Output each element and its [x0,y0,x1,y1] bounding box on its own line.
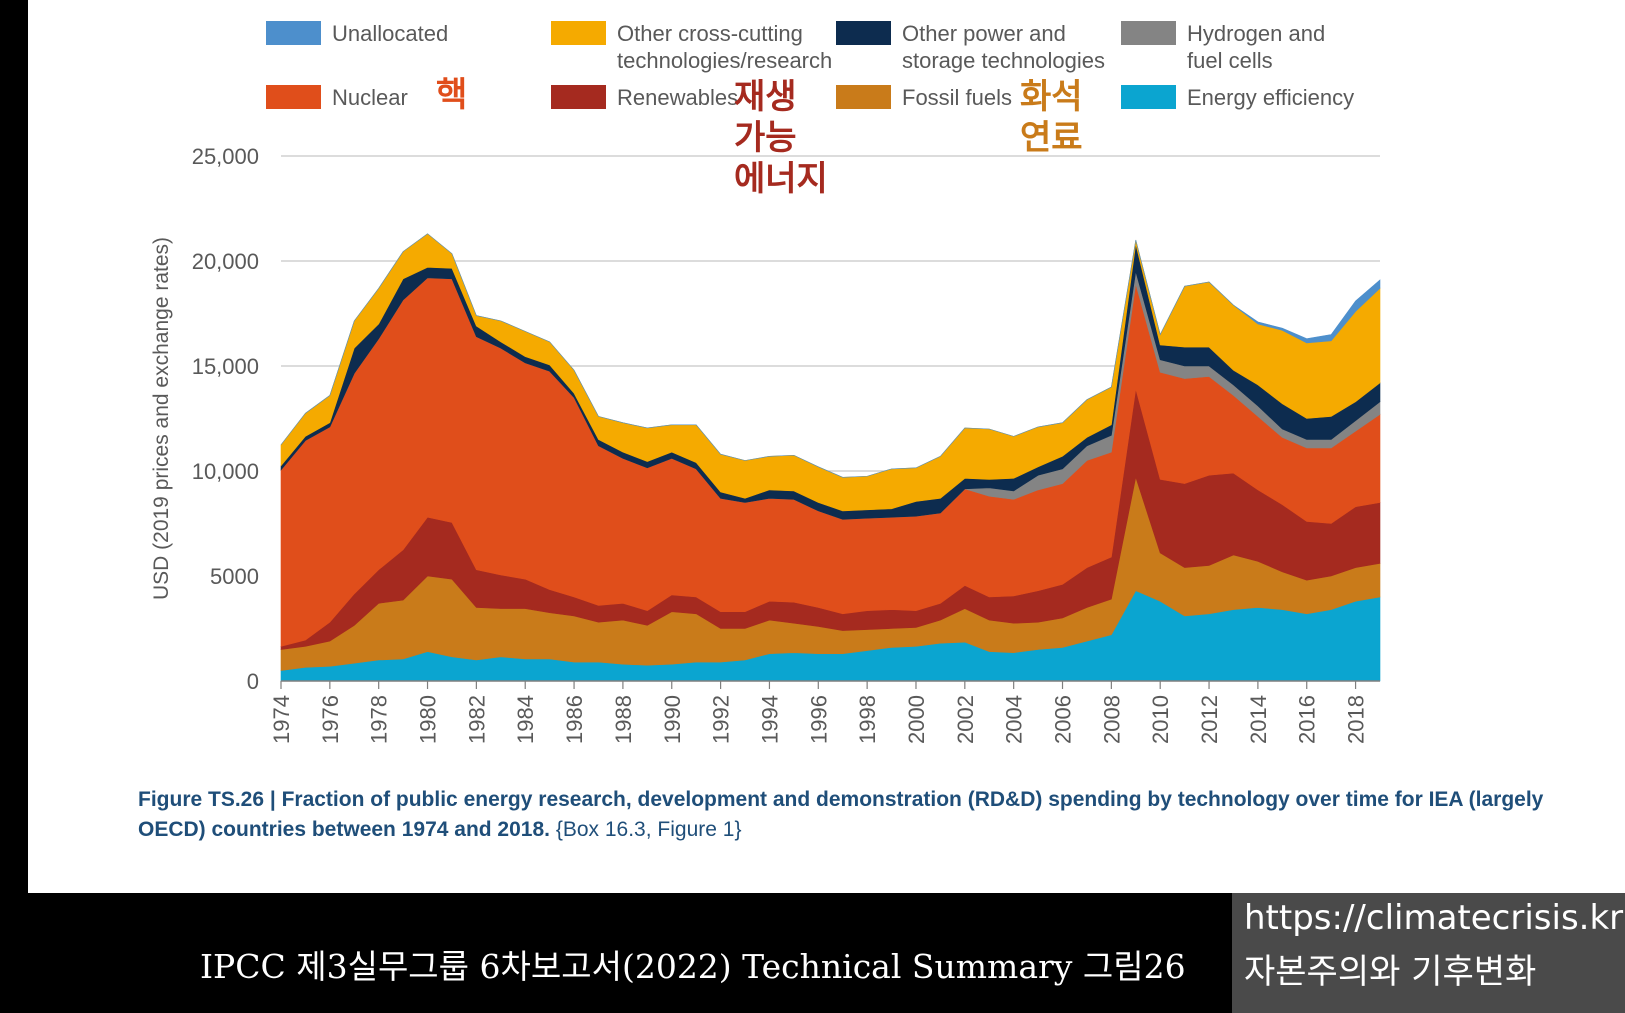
legend-swatch [551,85,606,109]
x-tick-label: 1976 [318,695,343,744]
axes: 0 5000 10,000 15,000 20,000 25,000 USD (2019 p… [150,144,1380,744]
x-tick-label: 2010 [1148,695,1173,744]
figure-caption: Figure TS.26 | Fraction of public energy… [138,785,1588,845]
y-tick-label: 5000 [210,564,259,589]
x-tick-label: 2012 [1197,695,1222,744]
annotation-fossil-fuels: 화석 [1020,77,1083,117]
legend-swatch [836,21,891,45]
x-tick-label: 1982 [464,695,489,744]
legend: Unallocated Other cross-cuttingtechnologi… [266,21,1354,110]
legend-label: fuel cells [1187,48,1273,73]
legend-label: Energy efficiency [1187,85,1354,110]
legend-label: Other power and [902,21,1066,46]
x-tick-label: 1984 [513,695,538,744]
legend-swatch [551,21,606,45]
x-tick-label: 1994 [757,695,782,744]
x-tick-label: 2018 [1344,695,1369,744]
x-tick-label: 1992 [709,695,734,744]
figure-panel: Unallocated Other cross-cutting technologi… [28,0,1625,893]
annotation-renewables: 재생 [734,77,797,117]
caption-text: Figure TS.26 | Fraction of public energy… [138,788,1544,841]
url-box [1232,893,1625,1013]
area-unallocated [280,233,1381,478]
legend-swatch [1121,21,1176,45]
legend-swatch [266,21,321,45]
y-tick-label: 10,000 [192,459,259,484]
legend-swatch [1121,85,1176,109]
stacked-area-chart: Unallocated Other cross-cuttingtechnologi… [150,21,1381,744]
footer-title: IPCC 제3실무그룹 6차보고서(2022) Technical Summar… [200,947,1186,986]
x-tick-label: 1978 [367,695,392,744]
legend-label: Fossil fuels [902,85,1012,110]
legend-label: Nuclear [332,85,408,110]
x-tick-label: 1974 [269,695,294,744]
legend-label: technologies/research [617,48,832,73]
x-tick-label: 1990 [660,695,685,744]
legend-label: Hydrogen and [1187,21,1325,46]
x-tick-label: 1996 [806,695,831,744]
y-tick-label: 15,000 [192,354,259,379]
legend-label: storage technologies [902,48,1105,73]
x-tick-label: 1980 [416,695,441,744]
x-tick-label: 1986 [562,695,587,744]
annotation-fossil-fuels: 연료 [1020,118,1083,158]
legend-label: Renewables [617,85,738,110]
x-tick-label: 2000 [904,695,929,744]
legend-swatch [266,85,321,109]
legend-swatch [836,85,891,109]
annotation-renewables: 가능 [734,118,797,158]
x-tick-label: 2008 [1099,695,1124,744]
x-tick-label: 1988 [611,695,636,744]
legend-label: Unallocated [332,21,448,46]
x-tick-label: 2004 [1002,695,1027,744]
y-tick-label: 25,000 [192,144,259,169]
x-tick-label: 2016 [1295,695,1320,744]
x-tick-label: 2014 [1246,695,1271,744]
series-areas [280,233,1381,682]
x-tick-label: 2006 [1051,695,1076,744]
legend-label: Other cross-cutting [617,21,803,46]
site-url[interactable]: https://climatecrisis.kr [1244,898,1624,938]
caption-reference: {Box 16.3, Figure 1} [555,818,742,841]
x-tick-label: 2002 [953,695,978,744]
y-tick-label: 0 [247,669,259,694]
x-tick-label: 1998 [855,695,880,744]
site-subtitle: 자본주의와 기후변화 [1244,952,1537,992]
y-tick-label: 20,000 [192,249,259,274]
y-axis-label: USD (2019 prices and exchange rates) [150,237,173,600]
annotation-renewables: 에너지 [734,159,828,199]
annotation-nuclear: 핵 [436,75,467,115]
